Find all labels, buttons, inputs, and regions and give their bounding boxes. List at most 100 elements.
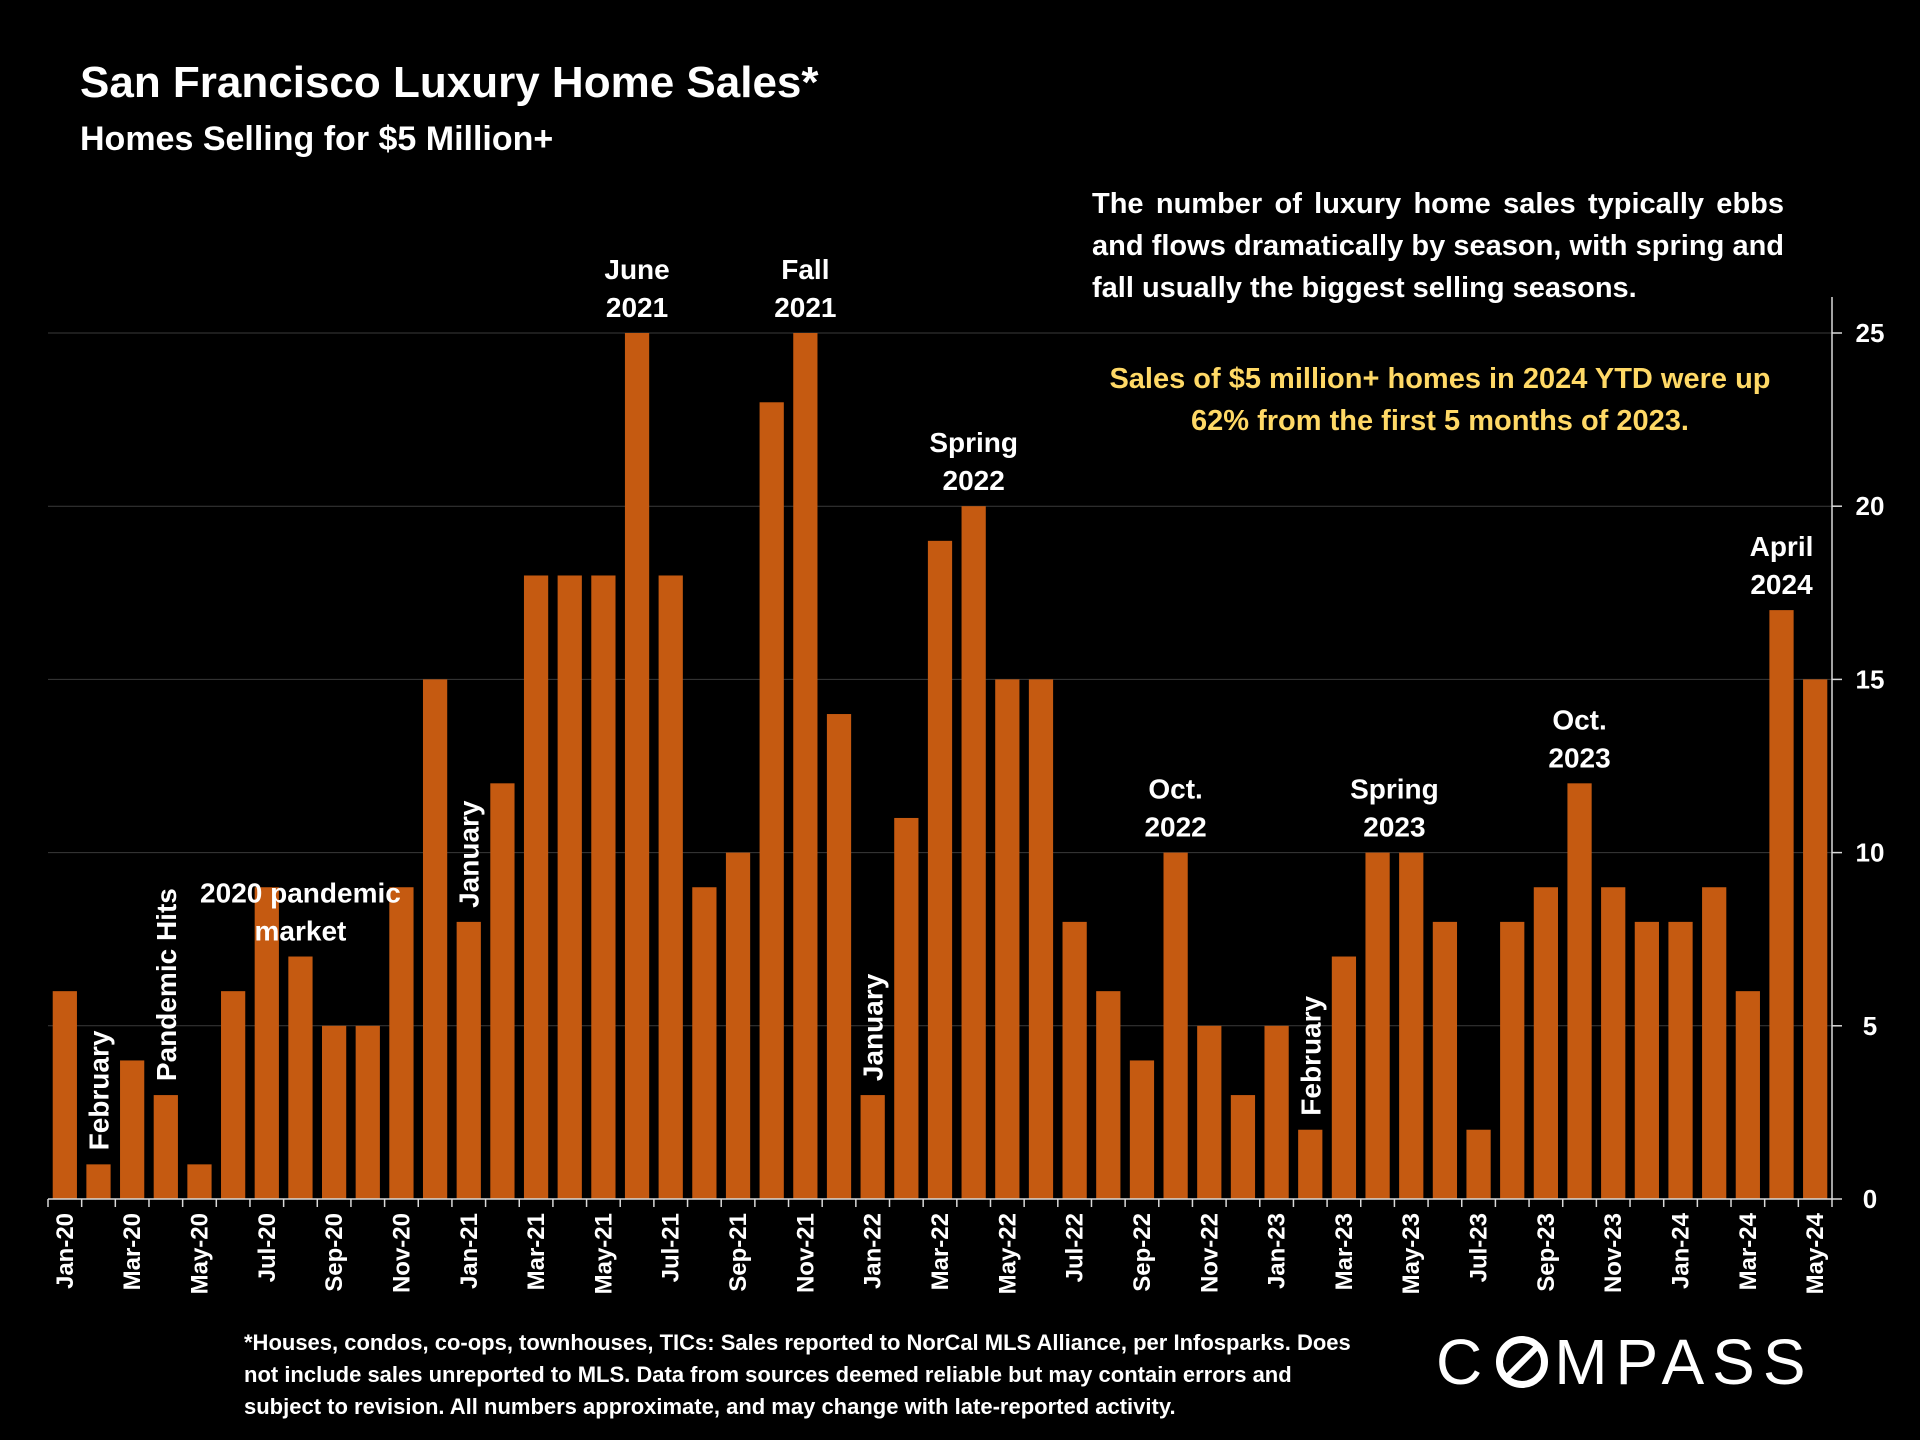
annotation-label: February xyxy=(1295,995,1326,1115)
logo-text-left: C xyxy=(1436,1326,1491,1398)
bar xyxy=(1500,921,1525,1199)
bar xyxy=(120,1060,145,1199)
bar xyxy=(1197,1025,1222,1199)
bar xyxy=(591,575,616,1199)
season-note: The number of luxury home sales typicall… xyxy=(1092,188,1784,304)
x-tick-label: Sep-22 xyxy=(1129,1213,1156,1292)
x-tick-label: Jan-22 xyxy=(860,1213,887,1289)
x-tick-label: May-23 xyxy=(1398,1213,1425,1294)
bar xyxy=(1399,852,1424,1199)
y-tick-label: 15 xyxy=(1856,664,1885,694)
bar xyxy=(894,817,919,1199)
y-tick-label: 10 xyxy=(1856,838,1885,868)
bar xyxy=(961,506,986,1199)
annotation-label: Pandemic Hits xyxy=(151,888,182,1081)
annotation-label: Spring xyxy=(929,427,1018,458)
annotation-label: 2022 xyxy=(943,465,1005,496)
chart-subtitle: Homes Selling for $5 Million+ xyxy=(80,120,554,158)
compass-logo: C MPASS xyxy=(1436,1325,1814,1399)
x-tick-label: May-21 xyxy=(590,1213,617,1294)
annotation-label: 2024 xyxy=(1750,569,1813,600)
bar xyxy=(1803,679,1828,1199)
annotation-label: 2022 xyxy=(1144,812,1206,843)
bar xyxy=(624,333,650,1199)
bar xyxy=(1567,783,1592,1199)
y-tick-label: 20 xyxy=(1856,491,1885,521)
bar xyxy=(1062,921,1087,1199)
bar xyxy=(725,852,751,1199)
x-tick-label: Nov-22 xyxy=(1196,1213,1223,1293)
bar xyxy=(254,887,279,1199)
x-tick-label: Mar-24 xyxy=(1735,1212,1762,1290)
bar xyxy=(860,1095,885,1199)
bar xyxy=(490,783,515,1199)
bar xyxy=(658,575,683,1199)
x-tick-label: May-22 xyxy=(994,1213,1021,1294)
bar xyxy=(1230,1095,1256,1199)
bar xyxy=(1163,852,1188,1199)
x-tick-label: Nov-23 xyxy=(1600,1213,1627,1293)
annotation-label: January xyxy=(858,973,889,1081)
annotation-label: February xyxy=(83,1030,114,1150)
bar xyxy=(153,1095,178,1199)
bar xyxy=(793,333,818,1199)
bar xyxy=(1331,956,1357,1199)
bar xyxy=(523,575,549,1199)
annotation-label: January xyxy=(454,800,485,908)
bar xyxy=(389,887,414,1199)
bar xyxy=(1702,887,1727,1199)
x-tick-label: Jul-22 xyxy=(1062,1213,1089,1282)
bar xyxy=(927,540,953,1199)
annotation-label: 2023 xyxy=(1548,742,1610,773)
chart-title: San Francisco Luxury Home Sales* xyxy=(80,58,819,107)
bar xyxy=(1769,610,1794,1199)
annotation-label: June xyxy=(604,254,669,285)
y-tick-label: 25 xyxy=(1856,318,1885,348)
bar xyxy=(221,991,246,1199)
bar xyxy=(557,575,582,1199)
bar xyxy=(1634,921,1659,1199)
annotation-label: 2021 xyxy=(774,292,836,323)
y-tick-label: 0 xyxy=(1863,1184,1877,1214)
bar xyxy=(1466,1129,1491,1199)
bar xyxy=(1432,921,1458,1199)
bar xyxy=(1028,679,1054,1199)
annotation-label: market xyxy=(255,916,347,947)
annotation-label: April xyxy=(1750,531,1814,562)
x-tick-label: May-20 xyxy=(186,1213,213,1294)
annotation-label: Fall xyxy=(781,254,829,285)
x-tick-label: May-24 xyxy=(1802,1212,1829,1294)
annotation-label: Spring xyxy=(1350,774,1439,805)
bar xyxy=(288,956,313,1199)
x-tick-label: Jul-21 xyxy=(658,1213,685,1282)
bar xyxy=(86,1164,111,1199)
x-tick-label: Sep-20 xyxy=(321,1213,348,1292)
annotation-label: Oct. xyxy=(1552,704,1606,735)
logo-o-icon xyxy=(1496,1336,1549,1388)
x-tick-label: Mar-22 xyxy=(927,1213,954,1290)
bar xyxy=(1735,991,1760,1199)
bar xyxy=(826,714,852,1199)
bar xyxy=(1264,1025,1289,1199)
x-tick-label: Jul-20 xyxy=(254,1213,281,1282)
bar xyxy=(1096,991,1121,1199)
bar xyxy=(759,402,784,1199)
x-tick-label: Jan-20 xyxy=(52,1213,79,1289)
bar xyxy=(1298,1129,1323,1199)
footnote: *Houses, condos, co-ops, townhouses, TIC… xyxy=(244,1330,1351,1419)
bar xyxy=(321,1025,347,1199)
bar xyxy=(1533,887,1559,1199)
x-tick-label: Sep-21 xyxy=(725,1213,752,1292)
bar xyxy=(1668,921,1693,1199)
bar xyxy=(355,1025,380,1199)
x-tick-label: Jul-23 xyxy=(1466,1213,1493,1282)
x-tick-label: Nov-20 xyxy=(388,1213,415,1293)
annotation-label: Oct. xyxy=(1148,774,1202,805)
annotation-label: 2021 xyxy=(606,292,668,323)
bar xyxy=(692,887,717,1199)
bar xyxy=(1365,852,1390,1199)
x-tick-label: Jan-21 xyxy=(456,1213,483,1289)
annotation-label: 2020 pandemic xyxy=(200,878,401,909)
bar xyxy=(456,921,481,1199)
